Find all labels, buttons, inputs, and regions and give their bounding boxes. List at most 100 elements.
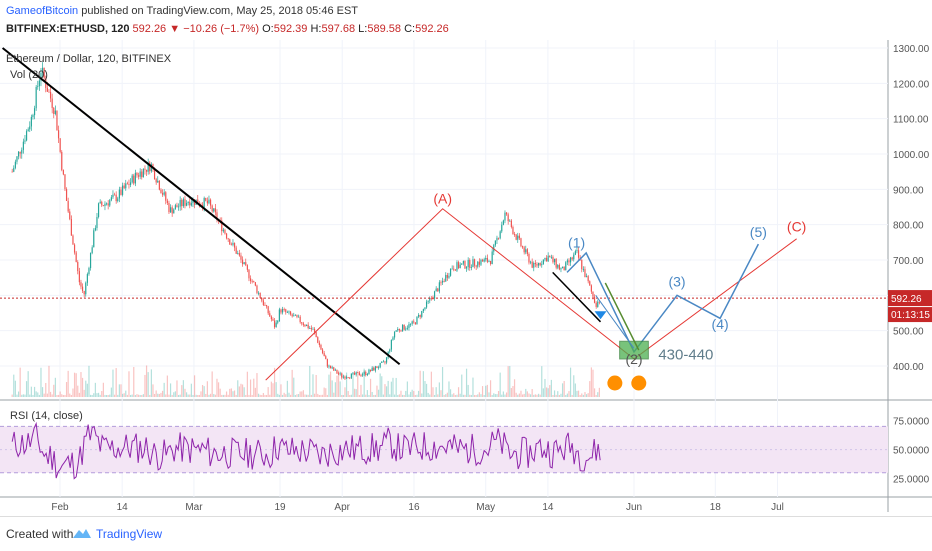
candle-body <box>589 281 591 286</box>
volume-bar <box>457 387 460 397</box>
candle-body <box>177 206 180 208</box>
event-marker-icon <box>630 374 648 392</box>
volume-bar <box>454 394 456 397</box>
created-with-label: Created with <box>6 527 74 541</box>
candle-body <box>256 285 258 293</box>
author-link[interactable]: GameofBitcoin <box>6 5 79 17</box>
chart-area[interactable]: (A) (1) (2) (3) (4) (5) (C) 430-440 Feb 14 Mar 19 A… <box>0 0 932 516</box>
volume-bar <box>11 394 13 397</box>
volume-bar <box>549 385 551 397</box>
candle-body <box>209 199 212 206</box>
volume-bar <box>201 384 204 397</box>
candle-body <box>585 276 588 278</box>
candle-body <box>296 314 298 317</box>
candle-body <box>563 266 565 271</box>
candle-body <box>457 262 460 269</box>
candle-body <box>374 366 376 371</box>
volume-bar <box>541 366 543 397</box>
tradingview-brand-link[interactable]: TradingView <box>96 527 163 541</box>
candle-body <box>289 311 292 315</box>
candle-body <box>169 207 172 213</box>
candle-body <box>309 328 311 329</box>
volume-bar <box>405 390 407 397</box>
volume-bar <box>64 394 66 397</box>
candle-body <box>21 149 23 154</box>
volume-bar <box>69 393 71 397</box>
volume-bar <box>318 395 320 397</box>
volume-bar <box>145 365 148 397</box>
volume-bar <box>267 387 269 397</box>
volume-bar <box>192 394 194 397</box>
candle-body <box>536 264 538 266</box>
candle-body <box>272 319 274 321</box>
candle-body <box>486 257 488 262</box>
volume-bar <box>285 394 287 397</box>
candle-body <box>123 185 125 189</box>
candle-body <box>461 263 463 265</box>
candle-body <box>515 234 517 240</box>
volume-bar <box>221 394 223 397</box>
candle-body <box>112 194 114 198</box>
candle-body <box>237 253 239 254</box>
volume-bar <box>195 394 197 397</box>
volume-bar <box>419 370 421 397</box>
volume-bar <box>574 383 576 397</box>
candle-body <box>400 330 402 332</box>
volume-bar <box>592 369 594 397</box>
volume-bar <box>517 394 519 397</box>
volume-bar <box>110 387 112 397</box>
candle-body <box>179 199 181 207</box>
candle-body <box>489 260 492 264</box>
candle-body <box>224 229 226 234</box>
volume-bar <box>587 393 589 397</box>
candle-body <box>582 269 584 270</box>
candle-body <box>121 185 124 195</box>
volume-bar <box>539 394 541 397</box>
volume-bar <box>334 382 336 397</box>
candle-body <box>51 98 53 108</box>
countdown-label: 01:13:15 <box>891 310 930 321</box>
volume-bar <box>283 392 285 397</box>
price-pane[interactable] <box>0 40 888 398</box>
volume-bar <box>595 394 597 397</box>
volume-bar <box>203 386 205 397</box>
volume-bar <box>152 384 154 397</box>
candle-body <box>430 298 432 299</box>
candle-body <box>384 361 386 363</box>
candle-body <box>477 261 479 267</box>
candle-body <box>157 180 159 183</box>
volume-bar <box>289 394 292 397</box>
candle-body <box>184 199 186 206</box>
down-arrow-icon: ▼ <box>169 23 181 35</box>
candle-body <box>331 367 333 369</box>
candle-body <box>550 256 552 258</box>
candle-body <box>25 131 28 141</box>
candle-body <box>294 314 296 316</box>
volume-bar <box>465 368 468 397</box>
volume-bar <box>342 394 344 397</box>
volume-bar <box>169 383 172 397</box>
volume-bar <box>533 394 535 397</box>
volume-bar <box>339 381 341 397</box>
volume-bar <box>433 394 436 397</box>
candle-body <box>213 208 215 212</box>
candle-body <box>389 349 391 352</box>
x-tick-label: Jun <box>626 502 642 513</box>
candle-body <box>46 87 48 92</box>
volume-bar <box>139 394 141 397</box>
candle-body <box>416 316 418 325</box>
volume-bar <box>75 373 77 397</box>
volume-bar <box>227 394 229 397</box>
volume-bar <box>589 381 591 397</box>
footer: Created with TradingView <box>0 516 932 551</box>
volume-bar <box>128 371 130 397</box>
volume-bar <box>413 390 415 397</box>
volume-bar <box>104 394 106 397</box>
candle-body <box>577 250 580 258</box>
candle-body <box>446 275 448 278</box>
candle-body <box>395 330 397 332</box>
candle-body <box>206 200 208 204</box>
candle-body <box>368 369 370 375</box>
candle-body <box>147 162 149 172</box>
candle-body <box>413 321 415 323</box>
